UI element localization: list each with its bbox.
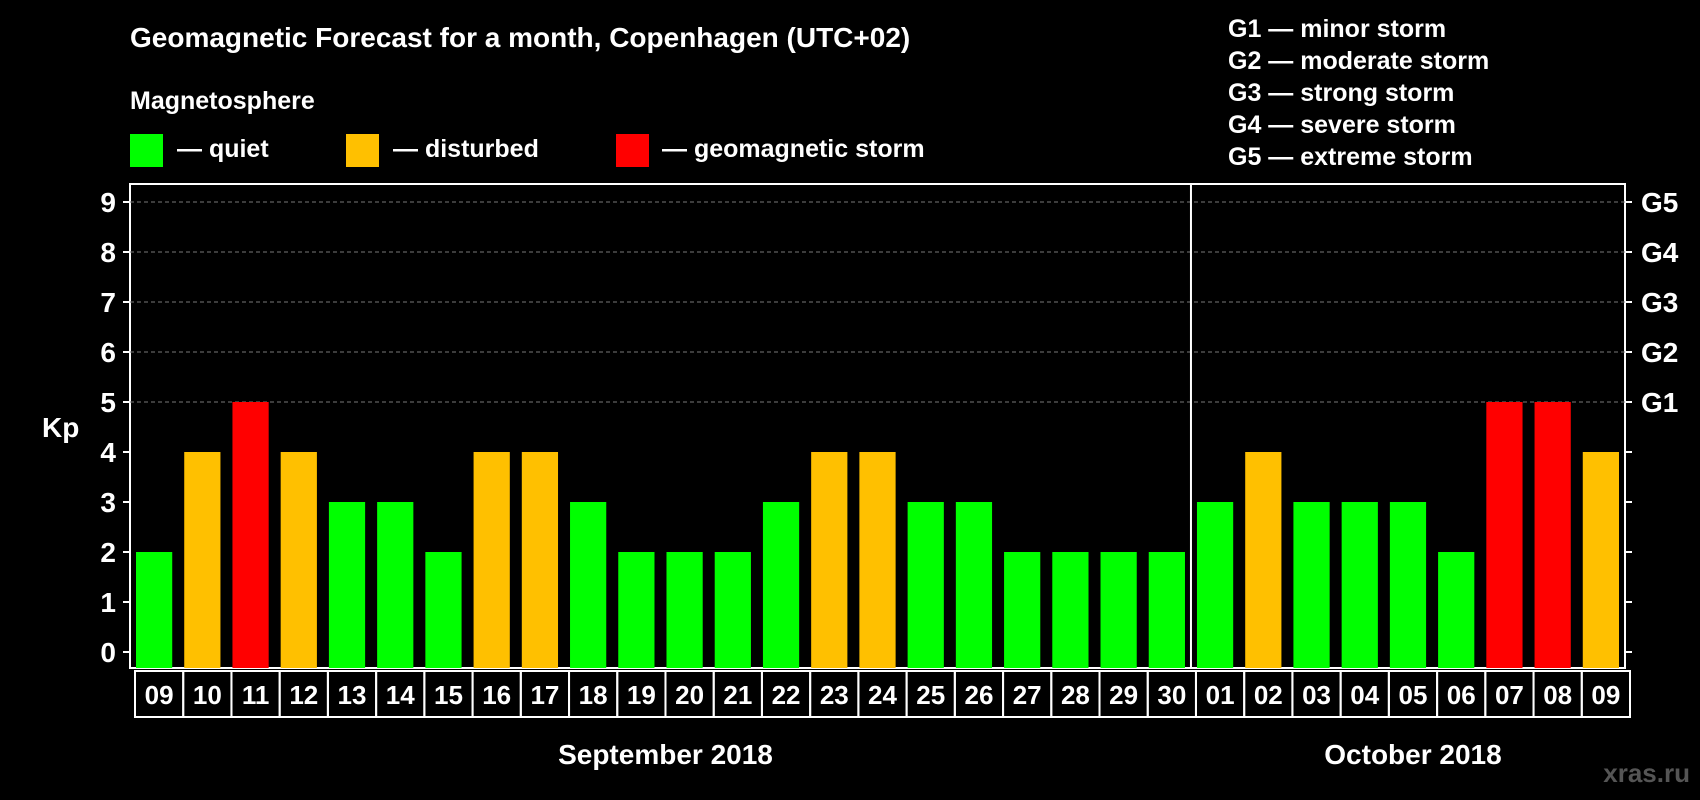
legend-swatch-disturbed xyxy=(346,134,379,167)
bar-0 xyxy=(136,552,173,668)
y-axis-label: Kp xyxy=(42,412,79,443)
day-label: 25 xyxy=(916,680,945,710)
y-tick-label: 2 xyxy=(100,537,116,568)
day-label: 10 xyxy=(193,680,222,710)
bar-5 xyxy=(377,502,414,668)
day-label: 24 xyxy=(868,680,897,710)
y-tick-label: 4 xyxy=(100,437,116,468)
bar-20 xyxy=(1100,552,1137,668)
bar-13 xyxy=(762,502,800,668)
bar-6 xyxy=(425,552,462,668)
y-tick-label: 5 xyxy=(100,387,116,418)
bar-21 xyxy=(1148,552,1185,668)
day-label: 07 xyxy=(1495,680,1524,710)
bar-7 xyxy=(473,452,510,668)
bar-30 xyxy=(1582,452,1619,668)
g-scale-g1: G1 — minor storm xyxy=(1228,15,1446,43)
g-scale-g2: G2 — moderate storm xyxy=(1228,47,1489,75)
month-label-0: September 2018 xyxy=(558,739,773,770)
chart-title: Geomagnetic Forecast for a month, Copenh… xyxy=(130,22,910,53)
day-label: 20 xyxy=(675,680,704,710)
legend-swatch-storm xyxy=(616,134,649,167)
day-label: 17 xyxy=(530,680,559,710)
bar-23 xyxy=(1245,452,1282,668)
day-label: 15 xyxy=(434,680,463,710)
day-label: 26 xyxy=(964,680,993,710)
day-label: 13 xyxy=(338,680,367,710)
y-tick-label: 9 xyxy=(100,187,116,218)
day-box xyxy=(1580,670,1631,718)
day-label: 04 xyxy=(1350,680,1379,710)
g-label-g3: G3 xyxy=(1641,287,1678,318)
y-tick-label: 7 xyxy=(100,287,116,318)
day-label: 05 xyxy=(1399,680,1428,710)
g-label-g1: G1 xyxy=(1641,387,1678,418)
legend-label-storm: — geomagnetic storm xyxy=(662,135,925,163)
day-label: 03 xyxy=(1302,680,1331,710)
bar-15 xyxy=(859,452,896,668)
bar-22 xyxy=(1196,502,1234,668)
day-label: 29 xyxy=(1109,680,1138,710)
bar-18 xyxy=(1004,552,1041,668)
day-label: 09 xyxy=(145,680,174,710)
bar-2 xyxy=(232,402,269,668)
bar-10 xyxy=(618,552,655,668)
bar-11 xyxy=(666,552,703,668)
bar-16 xyxy=(907,502,944,668)
legend-subtitle: Magnetosphere xyxy=(130,87,315,115)
bar-29 xyxy=(1534,402,1571,668)
g-label-g5: G5 xyxy=(1641,187,1678,218)
bar-3 xyxy=(280,452,317,668)
bar-19 xyxy=(1052,552,1089,668)
day-label: 02 xyxy=(1254,680,1283,710)
y-tick-label: 3 xyxy=(100,487,116,518)
g-scale-g4: G4 — severe storm xyxy=(1228,111,1456,139)
bar-28 xyxy=(1486,402,1523,668)
day-label: 09 xyxy=(1591,680,1620,710)
y-tick-label: 0 xyxy=(100,637,116,668)
day-label: 08 xyxy=(1543,680,1572,710)
legend-label-disturbed: — disturbed xyxy=(393,135,539,163)
bar-12 xyxy=(714,552,751,668)
day-label: 01 xyxy=(1206,680,1235,710)
bar-8 xyxy=(521,452,559,668)
day-label: 11 xyxy=(242,680,270,710)
bar-1 xyxy=(184,452,221,668)
bar-25 xyxy=(1341,502,1378,668)
g-label-g4: G4 xyxy=(1641,237,1679,268)
day-label: 28 xyxy=(1061,680,1090,710)
day-label: 14 xyxy=(386,680,415,710)
bar-9 xyxy=(570,502,607,668)
day-label: 06 xyxy=(1447,680,1476,710)
day-label: 30 xyxy=(1157,680,1186,710)
g-label-g2: G2 xyxy=(1641,337,1678,368)
legend-swatch-quiet xyxy=(130,134,163,167)
month-label-1: October 2018 xyxy=(1324,739,1501,770)
day-label: 21 xyxy=(723,680,752,710)
day-label: 22 xyxy=(772,680,801,710)
g-scale-g5: G5 — extreme storm xyxy=(1228,143,1473,171)
day-label: 12 xyxy=(289,680,318,710)
day-label: 23 xyxy=(820,680,849,710)
day-label: 19 xyxy=(627,680,656,710)
bar-27 xyxy=(1438,552,1475,668)
bar-14 xyxy=(811,452,848,668)
g-scale-g3: G3 — strong storm xyxy=(1228,79,1454,107)
day-label: 18 xyxy=(579,680,608,710)
y-tick-label: 8 xyxy=(100,237,116,268)
day-label: 16 xyxy=(482,680,511,710)
watermark: xras.ru xyxy=(1603,758,1690,788)
y-tick-label: 1 xyxy=(100,587,116,618)
bar-26 xyxy=(1389,502,1427,668)
y-tick-label: 6 xyxy=(100,337,116,368)
bar-17 xyxy=(955,502,993,668)
bar-24 xyxy=(1293,502,1330,668)
legend-label-quiet: — quiet xyxy=(177,135,269,163)
day-label: 27 xyxy=(1013,680,1042,710)
bar-4 xyxy=(328,502,366,668)
